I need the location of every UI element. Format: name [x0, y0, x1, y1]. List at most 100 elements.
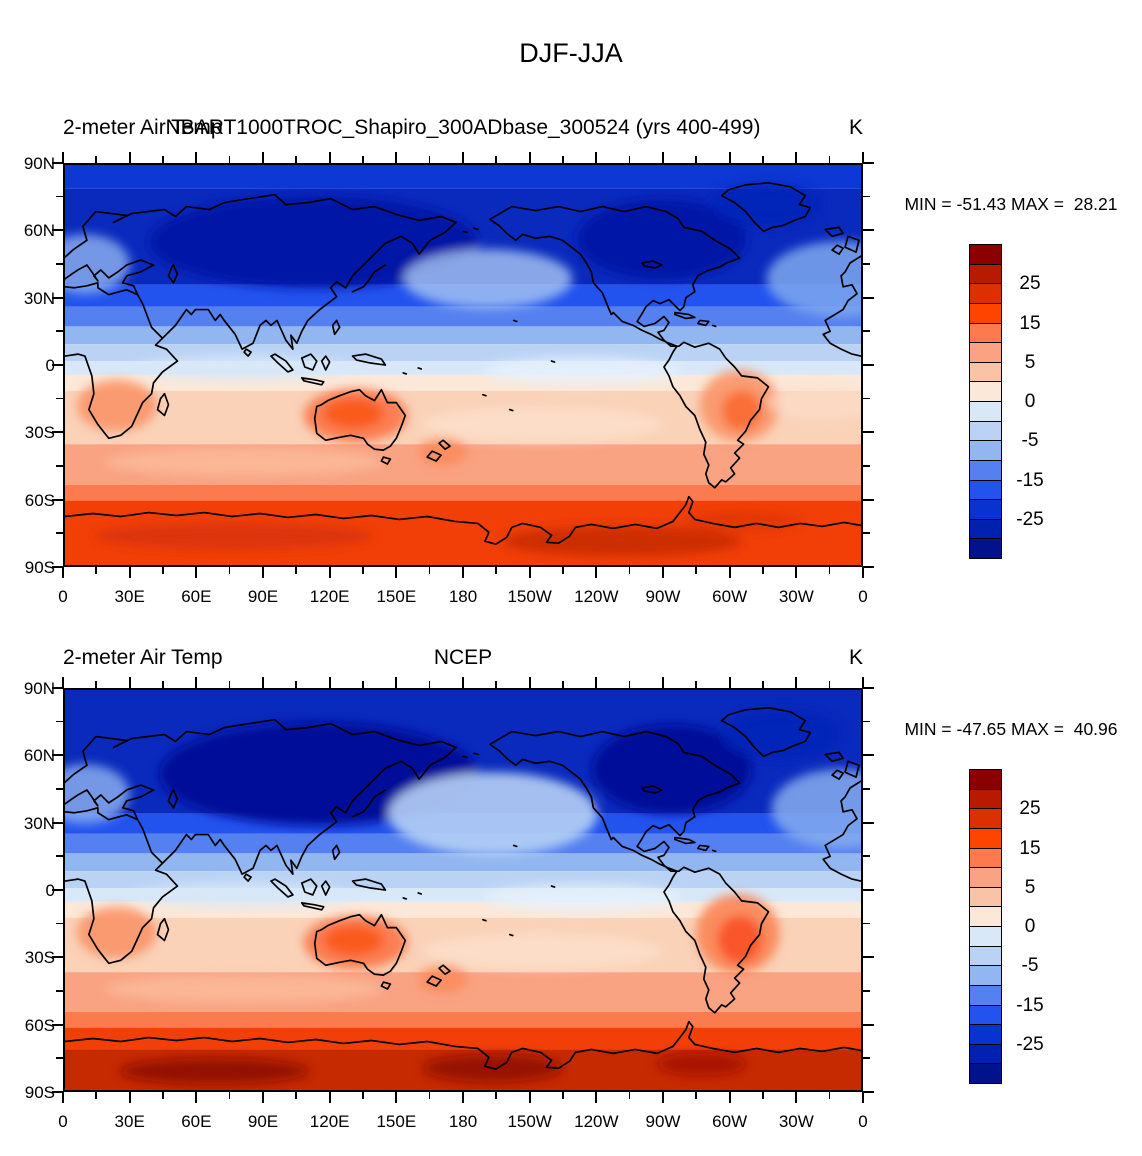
lon-tick-label: 30E — [114, 587, 145, 606]
colorbar-segment — [969, 984, 1002, 1006]
lat-major-tick — [52, 498, 63, 501]
lat-minor-tick — [863, 263, 870, 265]
lat-major-tick — [863, 498, 874, 501]
lon-minor-tick — [828, 156, 831, 163]
lon-minor-tick — [362, 681, 364, 688]
lon-minor-tick — [495, 156, 497, 163]
lon-major-tick — [728, 677, 731, 688]
lon-minor-tick — [695, 681, 697, 688]
ncep-map — [63, 688, 863, 1092]
lon-minor-tick — [295, 567, 297, 574]
colorbar-segment — [969, 769, 1002, 790]
lon-major-tick — [328, 677, 331, 688]
lon-minor-tick — [695, 156, 697, 163]
lat-tick-label: 0 — [45, 356, 55, 375]
lon-minor-tick — [362, 1092, 364, 1099]
colorbar-tick-label: 0 — [1024, 391, 1036, 412]
colorbar-segment — [969, 867, 1002, 888]
lat-minor-tick — [56, 330, 63, 332]
coastlines — [65, 181, 861, 546]
colorbar-segment — [969, 420, 1002, 442]
lon-minor-tick — [828, 1092, 831, 1099]
lon-major-tick — [195, 152, 198, 163]
lat-minor-tick — [863, 397, 870, 400]
lat-major-tick — [863, 296, 874, 299]
lat-major-tick — [863, 229, 874, 232]
lon-major-tick — [862, 152, 864, 163]
lon-minor-tick — [428, 681, 431, 688]
lon-major-tick — [328, 1092, 331, 1103]
lat-tick-label: 30N — [23, 288, 55, 308]
lat-tick-label: 30S — [24, 423, 55, 443]
lat-minor-tick — [56, 1057, 63, 1059]
lon-tick-label: 0 — [858, 587, 868, 606]
lon-tick-label: 30E — [114, 1112, 145, 1131]
colorbar-tick-label: 5 — [1024, 351, 1036, 373]
lat-minor-tick — [56, 990, 63, 992]
lat-major-tick — [52, 687, 63, 689]
lon-tick-label: 120W — [574, 1112, 619, 1131]
lat-major-tick — [52, 431, 63, 434]
colorbar-segment — [969, 518, 1002, 540]
lon-major-tick — [128, 567, 131, 578]
lon-major-tick — [728, 567, 731, 578]
lon-major-tick — [795, 677, 798, 688]
lon-tick-label: 60W — [712, 1112, 748, 1131]
lat-major-tick — [863, 364, 874, 366]
model-map — [63, 163, 863, 567]
lon-minor-tick — [162, 681, 164, 688]
lon-minor-tick — [228, 567, 231, 574]
lon-tick-label: 0 — [58, 587, 68, 606]
colorbar-segment — [969, 1004, 1002, 1026]
lon-minor-tick — [95, 681, 97, 688]
colorbar-tick-label: -25 — [1016, 508, 1044, 530]
lon-minor-tick — [428, 156, 431, 163]
lat-tick-label: 60S — [24, 490, 55, 510]
lat-minor-tick — [863, 855, 870, 857]
colorbar-segment — [969, 1043, 1002, 1065]
lat-minor-tick — [56, 465, 63, 467]
lon-major-tick — [462, 1092, 464, 1103]
lat-major-tick — [863, 821, 874, 824]
lat-tick-label: 60S — [24, 1015, 55, 1035]
colorbar-segment — [969, 263, 1002, 285]
lon-minor-tick — [762, 681, 764, 688]
lat-major-tick — [863, 431, 874, 434]
lon-major-tick — [328, 152, 331, 163]
colorbar-tick-label: 25 — [1019, 798, 1041, 820]
lon-major-tick — [528, 567, 531, 578]
lon-minor-tick — [362, 567, 364, 574]
lon-minor-tick — [828, 681, 831, 688]
lon-minor-tick — [95, 1092, 97, 1099]
lon-minor-tick — [228, 1092, 231, 1099]
lat-major-tick — [52, 821, 63, 824]
lon-major-tick — [262, 677, 264, 688]
panel2-units-label: K — [848, 646, 863, 669]
lat-minor-tick — [56, 263, 63, 265]
lat-minor-tick — [863, 720, 870, 723]
lon-major-tick — [795, 567, 798, 578]
colorbar-segment — [969, 244, 1002, 265]
lat-major-tick — [863, 1091, 874, 1093]
lon-minor-tick — [562, 156, 564, 163]
lon-major-tick — [662, 677, 664, 688]
colorbar-segment — [969, 381, 1002, 402]
lon-major-tick — [595, 567, 598, 578]
lon-major-tick — [62, 677, 64, 688]
lon-tick-label: 150W — [507, 1112, 552, 1131]
colorbar-segment — [969, 926, 1002, 947]
lat-minor-tick — [863, 1057, 870, 1059]
ncep-map-canvas — [65, 690, 861, 1090]
lon-major-tick — [728, 1092, 731, 1103]
colorbar-tick-label: -15 — [1016, 994, 1044, 1016]
colorbar-segment — [969, 361, 1002, 383]
lon-minor-tick — [495, 681, 497, 688]
lon-major-tick — [595, 1092, 598, 1103]
lon-major-tick — [862, 1092, 864, 1103]
lon-tick-label: 150E — [376, 587, 417, 606]
lon-minor-tick — [562, 681, 564, 688]
lon-major-tick — [262, 567, 264, 578]
lon-tick-label: 30W — [778, 1112, 814, 1131]
lon-minor-tick — [228, 681, 231, 688]
